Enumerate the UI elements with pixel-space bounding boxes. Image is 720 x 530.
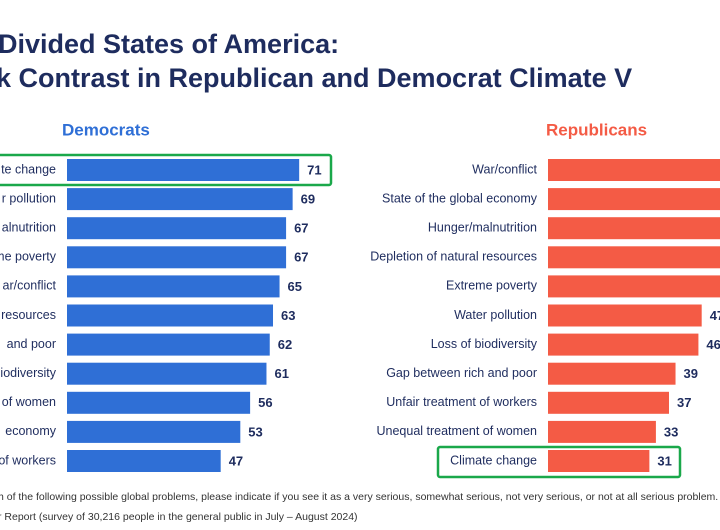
- bar: [548, 188, 720, 211]
- panel-heading: Republicans: [546, 120, 647, 139]
- category-label: and poor: [7, 337, 56, 351]
- category-label: Loss of biodiversity: [431, 337, 538, 351]
- bar: [67, 246, 287, 269]
- value-label: 56: [258, 395, 272, 410]
- value-label: 33: [664, 424, 678, 439]
- category-label: Unequal treatment of women: [376, 424, 537, 438]
- value-label: 65: [288, 279, 302, 294]
- bar: [548, 159, 720, 181]
- bar: [67, 391, 251, 414]
- bar: [67, 450, 221, 472]
- category-label: ar/conflict: [3, 279, 57, 293]
- category-label: Gap between rich and poor: [386, 366, 537, 380]
- bar: [67, 188, 293, 211]
- bar: [67, 217, 287, 240]
- bar: [67, 333, 270, 356]
- value-label: 62: [278, 337, 292, 352]
- bar: [548, 304, 702, 327]
- footnote: h of the following possible global probl…: [0, 491, 718, 503]
- highlight-box: [0, 153, 333, 187]
- bar: [548, 450, 650, 472]
- category-label: Climate change: [450, 453, 537, 467]
- value-label: 47: [229, 453, 243, 468]
- category-label: Depletion of natural resources: [370, 250, 537, 264]
- bar: [67, 420, 241, 443]
- panel-heading: Democrats: [62, 120, 150, 139]
- value-label: 53: [248, 424, 262, 439]
- category-label: Extreme poverty: [446, 279, 538, 293]
- bar: [67, 362, 267, 385]
- bar: [548, 217, 720, 240]
- category-label: r pollution: [2, 191, 56, 205]
- category-label: Hunger/malnutrition: [428, 220, 537, 234]
- bar: [548, 362, 676, 385]
- bar: [67, 304, 274, 327]
- highlight-box: [436, 445, 682, 479]
- category-label: alnutrition: [2, 220, 56, 234]
- value-label: 31: [657, 453, 671, 468]
- category-label: of women: [2, 395, 56, 409]
- footnote: r Report (survey of 30,216 people in the…: [0, 511, 358, 523]
- bar: [67, 275, 280, 298]
- value-label: 67: [294, 250, 308, 265]
- category-label: State of the global economy: [382, 191, 538, 205]
- bar: [67, 159, 300, 181]
- title-line: k Contrast in Republican and Democrat Cl…: [0, 63, 632, 93]
- title-line: Divided States of America:: [0, 29, 339, 59]
- category-label: economy: [5, 424, 56, 438]
- bar: [548, 333, 699, 356]
- value-label: 37: [677, 395, 691, 410]
- value-label: 63: [281, 308, 295, 323]
- bar: [548, 275, 720, 298]
- category-label: Water pollution: [454, 308, 537, 322]
- bar: [548, 246, 720, 269]
- value-label: 71: [307, 162, 321, 177]
- category-label: iodiversity: [0, 366, 56, 380]
- value-label: 46: [706, 337, 720, 352]
- category-label: Unfair treatment of workers: [386, 395, 537, 409]
- value-label: 69: [301, 192, 315, 207]
- category-label: resources: [1, 308, 56, 322]
- category-label: War/conflict: [472, 162, 537, 176]
- category-label: of workers: [0, 453, 56, 467]
- category-label: te change: [1, 162, 56, 176]
- category-label: me poverty: [0, 250, 57, 264]
- value-label: 61: [274, 366, 288, 381]
- value-label: 39: [684, 366, 698, 381]
- bar: [548, 391, 669, 414]
- bar: [548, 420, 656, 443]
- value-label: 67: [294, 221, 308, 236]
- value-label: 47: [710, 308, 720, 323]
